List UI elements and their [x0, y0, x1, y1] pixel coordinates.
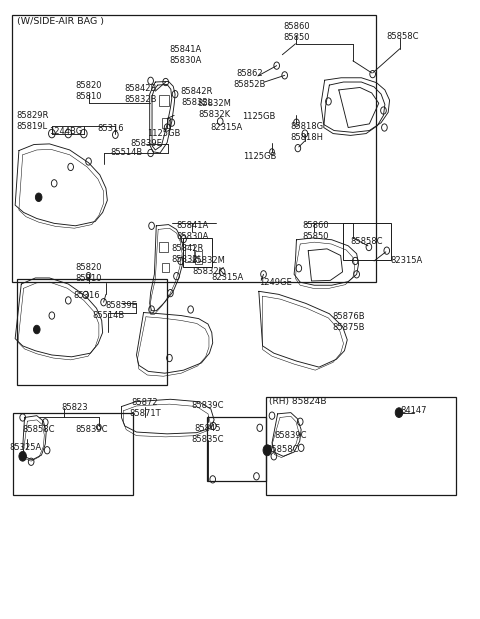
Text: 85858C: 85858C	[351, 237, 383, 246]
Text: 85839E: 85839E	[106, 301, 137, 310]
Circle shape	[34, 325, 40, 334]
Circle shape	[36, 193, 42, 202]
Text: 85860
85850: 85860 85850	[302, 220, 329, 241]
Text: 82315A: 82315A	[211, 273, 243, 282]
Text: 85858C: 85858C	[386, 32, 419, 41]
Text: 85841A
85830A: 85841A 85830A	[177, 220, 209, 241]
Text: 85820
85810: 85820 85810	[75, 263, 102, 283]
Text: 85860
85850: 85860 85850	[283, 22, 310, 41]
Text: 85832M
85832K: 85832M 85832K	[197, 99, 231, 119]
Text: 85514B: 85514B	[92, 311, 124, 320]
Text: 85839C: 85839C	[192, 401, 224, 410]
Text: 85818G
85818H: 85818G 85818H	[291, 122, 324, 142]
Circle shape	[19, 451, 26, 461]
Text: 85829R
85819L: 85829R 85819L	[16, 111, 48, 131]
Text: 85839C: 85839C	[75, 425, 108, 434]
Text: 85842R
85832L: 85842R 85832L	[180, 87, 213, 107]
Text: 1244BG: 1244BG	[49, 128, 83, 136]
Bar	[159, 242, 168, 252]
Text: 85514B: 85514B	[110, 149, 142, 157]
Bar	[159, 95, 169, 106]
Circle shape	[395, 408, 403, 417]
Text: 1249GE: 1249GE	[259, 278, 292, 287]
Text: (RH) 85824B: (RH) 85824B	[269, 397, 327, 406]
Text: 85820
85810: 85820 85810	[75, 81, 102, 101]
Text: 85325A: 85325A	[10, 443, 42, 452]
Text: 85876B
85875B: 85876B 85875B	[332, 311, 364, 332]
Text: 85845
85835C: 85845 85835C	[192, 424, 224, 444]
Text: (W/SIDE-AIR BAG ): (W/SIDE-AIR BAG )	[16, 17, 104, 27]
Bar	[195, 251, 203, 264]
Text: 85858C: 85858C	[266, 444, 299, 454]
Text: 85862
85852B: 85862 85852B	[233, 69, 265, 89]
Text: 85316: 85316	[97, 124, 124, 133]
Bar	[185, 245, 194, 262]
Bar	[207, 417, 266, 480]
Text: 85839C: 85839C	[275, 431, 307, 439]
Bar	[344, 223, 391, 260]
Text: 85832M
85832K: 85832M 85832K	[191, 256, 225, 276]
Bar	[162, 118, 170, 128]
Bar	[16, 279, 167, 385]
Text: 85841A
85830A: 85841A 85830A	[170, 45, 202, 65]
Text: 85842B
85832B: 85842B 85832B	[124, 84, 156, 104]
Text: 82315A: 82315A	[391, 256, 423, 266]
Text: 82315A: 82315A	[211, 123, 243, 132]
Text: 1125GB: 1125GB	[147, 129, 180, 138]
Text: 84147: 84147	[401, 406, 427, 415]
Circle shape	[263, 445, 272, 456]
Bar	[12, 15, 376, 282]
Text: 85872
85871T: 85872 85871T	[129, 399, 161, 418]
Text: 85839E: 85839E	[130, 139, 162, 149]
Text: 85316: 85316	[74, 291, 100, 300]
Bar	[13, 413, 133, 495]
Text: 1125GB: 1125GB	[242, 112, 276, 121]
Text: 85842R
85832L: 85842R 85832L	[171, 244, 204, 264]
Bar	[182, 238, 212, 267]
Bar	[266, 397, 456, 495]
Text: 85823: 85823	[61, 403, 88, 412]
Text: 85858C: 85858C	[23, 425, 55, 434]
Text: 1125GB: 1125GB	[243, 152, 277, 161]
Bar	[162, 264, 169, 272]
